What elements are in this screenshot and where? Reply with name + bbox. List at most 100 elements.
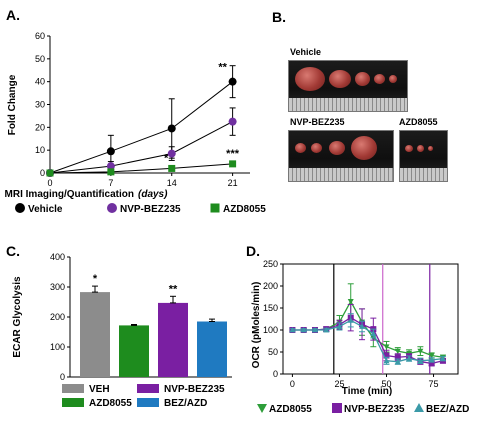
panel-letter-a: A. bbox=[6, 7, 20, 23]
x-tick-label: 0 bbox=[47, 178, 52, 188]
tumor bbox=[351, 136, 377, 160]
data-point bbox=[359, 323, 366, 329]
legend-marker bbox=[107, 203, 117, 213]
series-line bbox=[49, 163, 233, 174]
photo-label-nvp: NVP-BEZ235 bbox=[290, 117, 345, 127]
x-axis-label-d: Time (min) bbox=[342, 386, 392, 397]
significance-mark: * bbox=[93, 273, 98, 285]
y-tick-label: 200 bbox=[263, 281, 278, 291]
photo-azd bbox=[399, 130, 448, 182]
series-line bbox=[49, 121, 233, 174]
data-point bbox=[417, 348, 424, 355]
data-point bbox=[323, 327, 330, 333]
photo-vehicle bbox=[288, 60, 408, 112]
photo-label-vehicle: Vehicle bbox=[290, 47, 321, 57]
legend-marker bbox=[210, 203, 220, 213]
y-tick-label: 100 bbox=[263, 325, 278, 335]
legend-label: AZD8055 bbox=[223, 204, 266, 215]
tumor bbox=[295, 143, 306, 153]
plot-frame bbox=[282, 263, 459, 375]
y-tick-label: 50 bbox=[268, 347, 278, 357]
y-tick-label: 300 bbox=[50, 282, 65, 292]
x-tick-label: 75 bbox=[429, 379, 439, 389]
data-point bbox=[300, 327, 307, 333]
y-tick-label: 50 bbox=[35, 54, 45, 64]
x-tick-label: 21 bbox=[228, 178, 238, 188]
y-tick-label: 60 bbox=[35, 31, 45, 41]
data-point bbox=[106, 162, 115, 171]
data-point bbox=[394, 348, 401, 355]
tumor bbox=[295, 67, 325, 91]
legend-swatch bbox=[137, 398, 159, 407]
bar bbox=[80, 292, 110, 377]
data-point bbox=[289, 327, 296, 333]
x-tick-label: 50 bbox=[381, 379, 391, 389]
significance-mark: ** bbox=[218, 61, 227, 73]
series-line bbox=[292, 316, 444, 365]
legend-label: VEH bbox=[89, 384, 110, 395]
legend-label: Vehicle bbox=[28, 204, 63, 215]
data-point bbox=[107, 168, 115, 176]
tumor bbox=[355, 72, 370, 86]
significance-mark: * bbox=[164, 153, 169, 165]
legend-swatch bbox=[62, 384, 84, 393]
tumor bbox=[329, 70, 351, 88]
y-tick-label: 150 bbox=[263, 303, 278, 313]
y-tick-label: 400 bbox=[50, 252, 65, 262]
x-axis-label-a: MRI Imaging/Quantification bbox=[5, 189, 134, 200]
legend-marker bbox=[257, 404, 267, 413]
data-point bbox=[428, 353, 435, 359]
y-tick-label: 0 bbox=[273, 369, 278, 379]
y-tick-label: 30 bbox=[35, 100, 45, 110]
x-axis-unit-a: (days) bbox=[138, 189, 168, 200]
legend-label: BEZ/AZD bbox=[164, 398, 207, 409]
y-tick-label: 20 bbox=[35, 122, 45, 132]
y-axis-label-d: OCR (pMoles/min) bbox=[251, 282, 262, 369]
y-tick-label: 40 bbox=[35, 77, 45, 87]
data-point bbox=[336, 323, 343, 329]
data-point bbox=[228, 77, 237, 86]
y-axis-label-c: ECAR Glycolysis bbox=[12, 276, 23, 358]
data-point bbox=[347, 299, 354, 305]
photo-nvp bbox=[288, 130, 394, 182]
tumor bbox=[417, 145, 424, 152]
data-point bbox=[229, 160, 237, 168]
data-point bbox=[428, 360, 435, 367]
tumor bbox=[311, 143, 322, 153]
tumor bbox=[389, 75, 397, 83]
bar bbox=[158, 302, 188, 377]
data-point bbox=[167, 149, 176, 158]
data-point bbox=[417, 357, 424, 364]
bar bbox=[119, 325, 149, 377]
data-point bbox=[394, 358, 401, 365]
ruler bbox=[400, 168, 447, 181]
data-point bbox=[168, 164, 176, 172]
legend-label: NVP-BEZ235 bbox=[344, 404, 405, 415]
legend-marker bbox=[332, 403, 342, 413]
data-point bbox=[370, 330, 377, 336]
data-point bbox=[439, 355, 446, 361]
legend-label: AZD8055 bbox=[89, 398, 132, 409]
panel-letter-d: D. bbox=[246, 243, 260, 259]
y-tick-label: 0 bbox=[40, 168, 45, 178]
series-line bbox=[292, 319, 444, 363]
data-point bbox=[167, 124, 176, 133]
x-tick-label: 7 bbox=[108, 178, 113, 188]
legend-label: NVP-BEZ235 bbox=[164, 384, 225, 395]
legend-label: AZD8055 bbox=[269, 404, 312, 415]
series-line bbox=[49, 81, 233, 174]
data-point bbox=[106, 147, 115, 156]
tumor bbox=[428, 146, 433, 151]
data-point bbox=[383, 352, 390, 359]
tumor bbox=[329, 141, 345, 155]
bar bbox=[197, 321, 227, 377]
data-point bbox=[428, 356, 435, 363]
data-point bbox=[46, 169, 54, 177]
data-point bbox=[228, 117, 237, 126]
chart-panel-c: ECAR Glycolysis 0100200300400***VEHAZD80… bbox=[12, 252, 232, 409]
photo-label-azd: AZD8055 bbox=[399, 117, 438, 127]
significance-mark: ** bbox=[169, 283, 178, 295]
tumor bbox=[374, 74, 385, 84]
x-tick-label: 25 bbox=[334, 379, 344, 389]
